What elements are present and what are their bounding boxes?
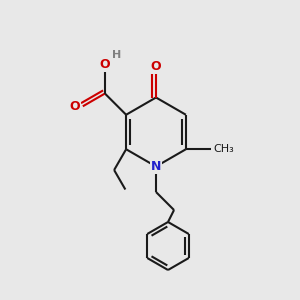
Text: O: O <box>100 58 110 71</box>
Text: H: H <box>112 50 121 60</box>
Text: O: O <box>69 100 80 113</box>
Text: N: N <box>151 160 161 173</box>
Text: O: O <box>151 60 161 74</box>
Text: CH₃: CH₃ <box>213 144 234 154</box>
